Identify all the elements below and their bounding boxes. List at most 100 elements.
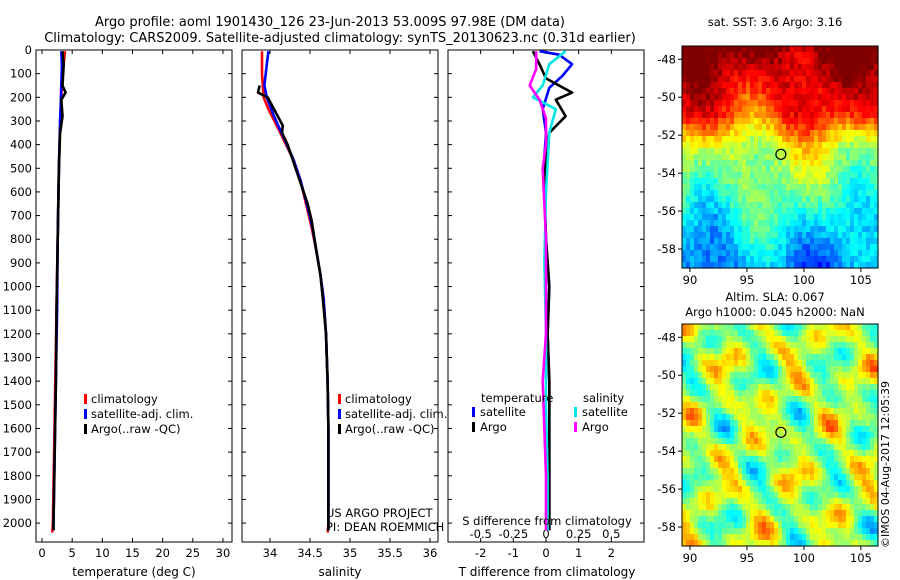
heatmap-cell	[770, 396, 775, 403]
heatmap-cell	[726, 46, 731, 53]
heatmap-cell	[862, 384, 867, 391]
heatmap-cell	[746, 112, 751, 119]
heatmap-cell	[798, 378, 803, 385]
heatmap-cell	[698, 124, 703, 131]
lat-tick-label: -50	[657, 368, 676, 382]
heatmap-cell	[686, 462, 691, 469]
heatmap-cell	[854, 52, 859, 59]
heatmap-cell	[734, 142, 739, 149]
heatmap-cell	[694, 426, 699, 433]
heatmap-cell	[770, 52, 775, 59]
heatmap-cell	[870, 46, 875, 53]
heatmap-cell	[874, 256, 879, 263]
heatmap-cell	[702, 522, 707, 529]
heatmap-cell	[686, 528, 691, 535]
heatmap-cell	[702, 444, 707, 451]
heatmap-cell	[786, 262, 791, 269]
heatmap-cell	[842, 130, 847, 137]
heatmap-cell	[734, 462, 739, 469]
heatmap-cell	[782, 166, 787, 173]
heatmap-cell	[698, 52, 703, 59]
heatmap-cell	[786, 136, 791, 143]
heatmap-cell	[750, 82, 755, 89]
heatmap-cell	[810, 474, 815, 481]
heatmap-cell	[858, 88, 863, 95]
heatmap-cell	[874, 528, 879, 535]
heatmap-cell	[862, 136, 867, 143]
heatmap-cell	[854, 154, 859, 161]
heatmap-cell	[706, 498, 711, 505]
heatmap-cell	[694, 390, 699, 397]
heatmap-cell	[714, 256, 719, 263]
heatmap-cell	[778, 124, 783, 131]
imos-timestamp: ©IMOS 04-Aug-2017 12:05:39	[879, 381, 892, 548]
series-line-argo-raw-qc-	[52, 51, 67, 531]
heatmap-cell	[846, 330, 851, 337]
heatmap-cell	[774, 342, 779, 349]
heatmap-cell	[702, 208, 707, 215]
heatmap-cell	[758, 510, 763, 517]
heatmap-cell	[746, 528, 751, 535]
heatmap-cell	[862, 504, 867, 511]
heatmap-cell	[818, 324, 823, 331]
heatmap-cell	[742, 438, 747, 445]
heatmap-cell	[706, 238, 711, 245]
heatmap-cell	[750, 238, 755, 245]
heatmap-cell	[722, 522, 727, 529]
heatmap-cell	[870, 342, 875, 349]
heatmap-cell	[762, 498, 767, 505]
heatmap-cell	[770, 106, 775, 113]
heatmap-cell	[802, 124, 807, 131]
heatmap-cell	[806, 486, 811, 493]
heatmap-cell	[774, 166, 779, 173]
heatmap-cell	[710, 528, 715, 535]
heatmap-cell	[786, 46, 791, 53]
heatmap-cell	[794, 202, 799, 209]
heatmap-cell	[866, 64, 871, 71]
heatmap-cell	[870, 214, 875, 221]
heatmap-cell	[846, 438, 851, 445]
heatmap-cell	[842, 522, 847, 529]
heatmap-cell	[786, 474, 791, 481]
heatmap-cell	[822, 378, 827, 385]
heatmap-cell	[762, 208, 767, 215]
heatmap-cell	[798, 70, 803, 77]
heatmap-cell	[806, 172, 811, 179]
heatmap-cell	[842, 528, 847, 535]
heatmap-cell	[722, 124, 727, 131]
heatmap-cell	[726, 106, 731, 113]
temperature-axes-frame	[35, 49, 233, 543]
heatmap-cell	[694, 112, 699, 119]
heatmap-cell	[710, 214, 715, 221]
series-line-salinity-satellite	[531, 50, 567, 531]
heatmap-cell	[862, 486, 867, 493]
heatmap-cell	[778, 190, 783, 197]
heatmap-cell	[818, 112, 823, 119]
heatmap-cell	[814, 178, 819, 185]
heatmap-cell	[814, 190, 819, 197]
heatmap-cell	[806, 474, 811, 481]
heatmap-cell	[834, 438, 839, 445]
heatmap-cell	[802, 106, 807, 113]
heatmap-cell	[730, 76, 735, 83]
heatmap-cell	[774, 64, 779, 71]
heatmap-cell	[778, 94, 783, 101]
heatmap-cell	[806, 160, 811, 167]
heatmap-cell	[838, 154, 843, 161]
heatmap-cell	[814, 238, 819, 245]
heatmap-cell	[782, 444, 787, 451]
heatmap-cell	[790, 202, 795, 209]
heatmap-cell	[706, 378, 711, 385]
heatmap-cell	[798, 420, 803, 427]
heatmap-cell	[710, 504, 715, 511]
heatmap-cell	[758, 106, 763, 113]
heatmap-cell	[686, 196, 691, 203]
heatmap-cell	[774, 348, 779, 355]
heatmap-cell	[746, 408, 751, 415]
heatmap-cell	[686, 324, 691, 331]
heatmap-cell	[750, 390, 755, 397]
heatmap-cell	[850, 124, 855, 131]
heatmap-cell	[698, 534, 703, 541]
heatmap-cell	[706, 130, 711, 137]
heatmap-cell	[862, 256, 867, 263]
